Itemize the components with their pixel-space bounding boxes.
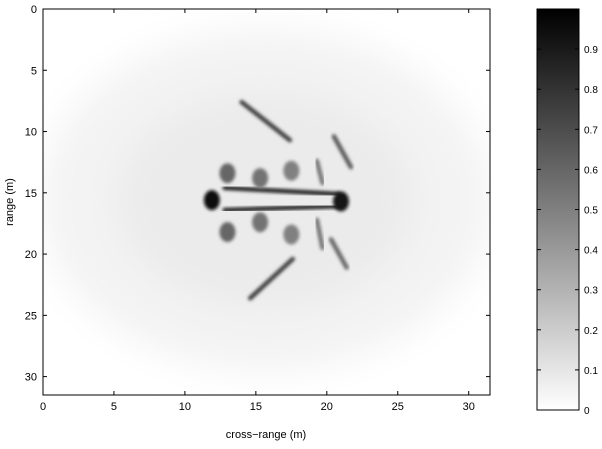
x-tick-label: 10 [179, 401, 191, 413]
feature-blob-0 [203, 190, 220, 211]
feature-blob-14 [252, 168, 269, 189]
feature-segment-1 [222, 185, 341, 197]
image-features [132, 99, 401, 301]
feature-blob-16 [283, 160, 300, 181]
colorbar-tick-label: 0 [584, 406, 590, 417]
feature-segment-8 [314, 217, 325, 251]
colorbar-gradient [537, 9, 579, 410]
colorbar-tick-label: 0.8 [584, 85, 598, 96]
y-tick-label: 20 [25, 249, 37, 261]
colorbar-tick-label: 0.7 [584, 125, 598, 136]
colorbar-tick-label: 0.3 [584, 286, 598, 297]
image-halo [43, 30, 490, 371]
feature-blob-11 [333, 191, 349, 212]
feature-blob-12 [219, 163, 236, 184]
colorbar-tick-label: 0.9 [584, 45, 598, 56]
x-tick-label: 20 [321, 401, 333, 413]
x-tick-label: 5 [111, 401, 117, 413]
x-axis: 0 5 10 15 20 25 30 [40, 9, 475, 413]
y-tick-label: 10 [25, 127, 37, 139]
colorbar-tick-label: 0.2 [584, 326, 598, 337]
x-tick-label: 15 [250, 401, 262, 413]
halo-disc [43, 30, 490, 371]
y-tick-label: 25 [25, 310, 37, 322]
feature-segment-4 [247, 256, 296, 301]
feature-segment-3 [239, 99, 293, 143]
y-tick-label: 5 [31, 65, 37, 77]
colorbar-tick-label: 0.6 [584, 165, 598, 176]
feature-segment-6 [328, 237, 349, 270]
colorbar: 0 0.1 0.2 0.3 0.4 0.5 0.6 0.7 0.8 0.9 [536, 8, 598, 417]
y-tick-label: 0 [31, 4, 37, 16]
feature-segment-5 [331, 134, 354, 170]
x-tick-label: 0 [40, 401, 46, 413]
y-axis-label: range (m) [4, 178, 16, 226]
plot-area: 0 5 10 15 20 25 30 0 5 10 15 20 25 30 [25, 4, 491, 413]
plot-frame [42, 8, 491, 396]
feature-blob-17 [283, 224, 300, 245]
x-axis-label: cross−range (m) [226, 429, 306, 441]
feature-segment-2 [222, 204, 341, 213]
feature-blob-13 [219, 222, 236, 243]
y-tick-label: 15 [25, 188, 37, 200]
feature-blob-15 [252, 212, 269, 233]
y-axis: 0 5 10 15 20 25 30 [25, 4, 490, 384]
feature-segment-7 [314, 158, 325, 186]
x-tick-label: 30 [463, 401, 475, 413]
colorbar-tick-label: 0.5 [584, 206, 598, 217]
y-tick-label: 30 [25, 372, 37, 384]
colorbar-tick-label: 0.1 [584, 366, 598, 377]
x-tick-label: 25 [392, 401, 404, 413]
colorbar-tick-label: 0.4 [584, 246, 598, 257]
